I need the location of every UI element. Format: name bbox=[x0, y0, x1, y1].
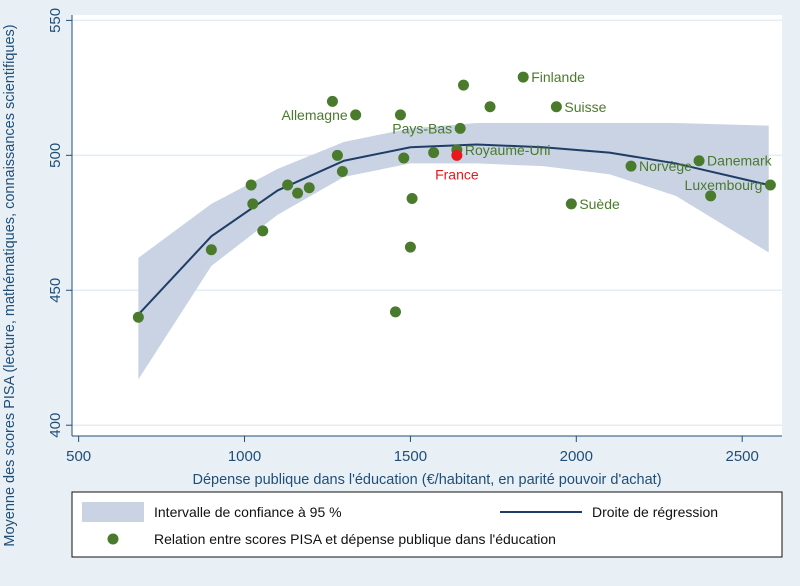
data-point bbox=[282, 179, 294, 191]
data-point bbox=[625, 160, 637, 172]
data-point bbox=[350, 109, 362, 121]
data-point bbox=[132, 311, 144, 323]
data-point bbox=[257, 225, 269, 237]
data-point bbox=[705, 190, 717, 202]
y-tick-label: 550 bbox=[47, 8, 64, 33]
data-point bbox=[205, 244, 217, 256]
legend-point-swatch bbox=[107, 533, 119, 545]
data-point bbox=[565, 198, 577, 210]
data-point bbox=[428, 147, 440, 159]
data-point bbox=[484, 101, 496, 113]
data-points bbox=[132, 71, 776, 323]
x-tick-label: 1000 bbox=[228, 448, 261, 465]
legend: Intervalle de confiance à 95 % Droite de… bbox=[71, 491, 783, 558]
data-point bbox=[247, 198, 259, 210]
data-point bbox=[303, 182, 315, 194]
data-point bbox=[764, 179, 776, 191]
point-label: Suisse bbox=[564, 99, 606, 115]
legend-box bbox=[71, 491, 783, 558]
data-point bbox=[550, 101, 562, 113]
y-tick-label: 450 bbox=[47, 278, 64, 303]
data-point bbox=[406, 193, 418, 205]
x-tick-label: 500 bbox=[66, 448, 91, 465]
data-point bbox=[693, 155, 705, 167]
x-tick-label: 2500 bbox=[725, 448, 758, 465]
data-point bbox=[336, 166, 348, 178]
data-point bbox=[404, 241, 416, 253]
x-axis-label: Dépense publique dans l'éducation (€/hab… bbox=[192, 472, 661, 488]
data-point bbox=[326, 95, 338, 107]
data-point bbox=[245, 179, 257, 191]
confidence-band bbox=[138, 122, 769, 380]
x-tick-label: 2000 bbox=[560, 448, 593, 465]
highlight-point bbox=[451, 149, 463, 161]
legend-band-swatch bbox=[82, 502, 144, 522]
data-point bbox=[292, 187, 304, 199]
data-point bbox=[389, 306, 401, 318]
y-tick-label: 400 bbox=[47, 413, 64, 438]
y-axis-label: Moyenne des scores PISA (lecture, mathém… bbox=[2, 24, 18, 546]
point-label: Norvège bbox=[639, 158, 692, 174]
data-point bbox=[454, 122, 466, 134]
data-point bbox=[331, 149, 343, 161]
point-label: Danemark bbox=[707, 153, 773, 169]
point-label: Royaume-Uni bbox=[465, 142, 551, 158]
x-tick-label: 1500 bbox=[394, 448, 427, 465]
data-point bbox=[398, 152, 410, 164]
point-labels: Allemagne Pays-Bas Royaume-Uni Finlande Suis… bbox=[282, 69, 773, 212]
data-point bbox=[394, 109, 406, 121]
point-label: Suède bbox=[579, 196, 620, 212]
regression-line bbox=[137, 143, 769, 316]
highlight-label: France bbox=[435, 166, 479, 182]
plot-background bbox=[72, 15, 782, 436]
data-point bbox=[517, 71, 529, 83]
point-label: Allemagne bbox=[282, 107, 348, 123]
point-label: Finlande bbox=[531, 69, 585, 85]
legend-band-label: Intervalle de confiance à 95 % bbox=[154, 504, 342, 520]
axes: 400 450 500 550 500 1000 1500 2000 2500 bbox=[47, 8, 782, 465]
data-point bbox=[457, 79, 469, 91]
legend-line-label: Droite de régression bbox=[592, 504, 718, 520]
legend-points-label: Relation entre scores PISA et dépense pu… bbox=[154, 531, 556, 547]
point-label: Pays-Bas bbox=[392, 120, 452, 136]
y-tick-label: 500 bbox=[47, 143, 64, 168]
point-label: Luxembourg bbox=[685, 177, 763, 193]
